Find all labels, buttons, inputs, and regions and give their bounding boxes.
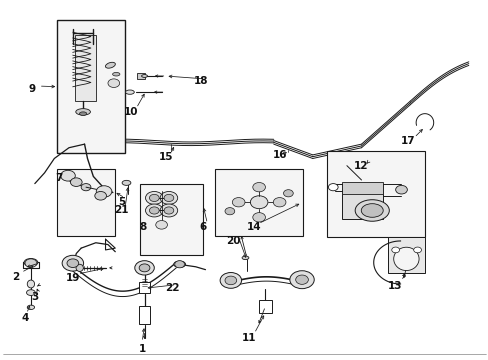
Bar [139, 282, 150, 293]
Bar [215, 169, 303, 235]
Text: 22: 22 [165, 283, 179, 293]
Ellipse shape [26, 290, 35, 296]
Circle shape [163, 194, 173, 202]
Circle shape [95, 192, 106, 200]
Text: 14: 14 [246, 222, 261, 232]
Bar [140, 184, 203, 255]
Circle shape [174, 261, 184, 268]
Text: 20: 20 [226, 236, 241, 246]
Text: 10: 10 [124, 107, 138, 117]
Bar [137, 73, 144, 78]
Circle shape [96, 186, 112, 197]
Ellipse shape [76, 109, 90, 115]
Circle shape [156, 221, 167, 229]
Circle shape [232, 198, 244, 207]
Text: 3: 3 [31, 292, 39, 302]
Ellipse shape [354, 200, 388, 221]
Ellipse shape [393, 247, 418, 271]
Ellipse shape [173, 261, 185, 267]
Text: 7: 7 [56, 173, 63, 183]
Circle shape [81, 184, 91, 191]
Circle shape [135, 261, 154, 275]
Circle shape [224, 276, 236, 285]
Circle shape [145, 204, 163, 217]
Ellipse shape [24, 258, 38, 266]
Ellipse shape [125, 90, 134, 94]
Bar [75, 35, 96, 101]
Circle shape [283, 190, 293, 197]
Circle shape [145, 192, 163, 204]
Circle shape [250, 196, 267, 209]
Circle shape [391, 247, 399, 253]
Ellipse shape [112, 72, 120, 76]
Circle shape [295, 275, 308, 284]
Text: 8: 8 [139, 222, 146, 231]
Text: 17: 17 [400, 136, 415, 145]
Bar [341, 182, 383, 194]
Circle shape [252, 183, 265, 192]
Bar [327, 151, 424, 237]
Text: 15: 15 [159, 152, 173, 162]
Text: 5: 5 [118, 197, 125, 207]
Circle shape [160, 204, 177, 217]
Text: 19: 19 [65, 273, 80, 283]
Ellipse shape [27, 305, 35, 310]
Text: 13: 13 [386, 281, 401, 291]
Ellipse shape [105, 62, 115, 68]
Ellipse shape [122, 180, 131, 185]
Ellipse shape [361, 204, 383, 217]
Circle shape [62, 255, 83, 271]
Circle shape [160, 192, 177, 204]
Circle shape [224, 208, 234, 215]
Ellipse shape [142, 75, 147, 77]
Circle shape [273, 198, 285, 207]
Bar [387, 237, 424, 273]
Bar [139, 306, 150, 324]
Circle shape [252, 213, 265, 222]
Ellipse shape [76, 264, 83, 271]
Text: 21: 21 [114, 206, 129, 216]
Circle shape [163, 207, 173, 214]
Ellipse shape [79, 112, 86, 116]
Circle shape [289, 271, 314, 289]
Bar [57, 169, 115, 235]
Circle shape [25, 259, 37, 267]
Ellipse shape [242, 256, 248, 260]
Circle shape [149, 207, 159, 214]
Text: 9: 9 [29, 84, 36, 94]
Text: 2: 2 [12, 272, 19, 282]
Text: 16: 16 [272, 150, 287, 160]
Circle shape [139, 264, 150, 272]
Bar [57, 21, 125, 153]
Circle shape [108, 79, 120, 87]
Circle shape [61, 170, 75, 181]
Text: 18: 18 [193, 76, 207, 86]
Text: 6: 6 [199, 222, 206, 231]
Circle shape [149, 194, 159, 202]
Ellipse shape [27, 280, 35, 288]
Circle shape [413, 247, 421, 253]
Circle shape [70, 178, 82, 186]
Text: 11: 11 [242, 333, 256, 343]
Text: 1: 1 [138, 343, 145, 354]
Circle shape [395, 185, 407, 194]
Circle shape [328, 184, 337, 191]
Bar [259, 300, 271, 313]
Circle shape [220, 273, 241, 288]
Text: 4: 4 [21, 313, 29, 323]
Text: 12: 12 [353, 161, 368, 171]
Bar [341, 184, 383, 220]
Circle shape [67, 259, 79, 267]
